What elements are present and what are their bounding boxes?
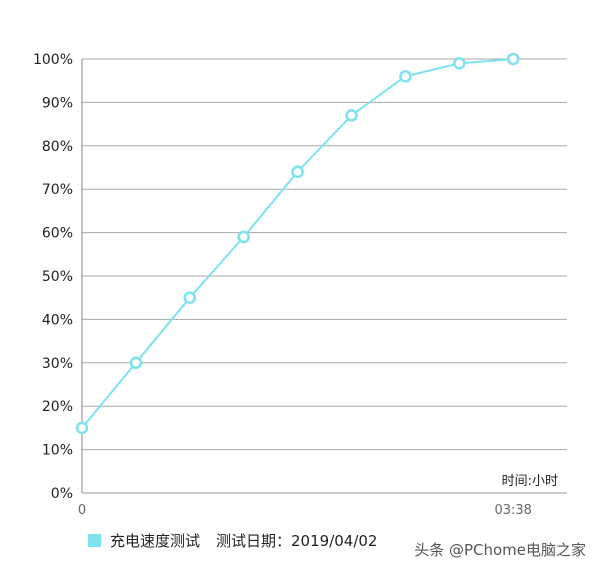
data-point bbox=[75, 421, 89, 435]
data-point bbox=[506, 52, 520, 66]
series-charging bbox=[75, 52, 520, 435]
legend-swatch bbox=[88, 534, 101, 547]
y-tick-label: 80% bbox=[42, 139, 73, 155]
x-axis: 0 03:38 时间:小时 bbox=[78, 59, 558, 518]
data-point bbox=[237, 230, 250, 244]
y-tick-label: 20% bbox=[42, 399, 73, 415]
data-point bbox=[345, 109, 358, 122]
y-tick-label: 50% bbox=[42, 269, 73, 285]
data-point bbox=[399, 70, 412, 83]
y-tick-label: 30% bbox=[42, 356, 73, 372]
y-tick-label: 90% bbox=[42, 95, 73, 111]
y-tick-label: 100% bbox=[33, 52, 73, 68]
x-tick-label: 0 bbox=[78, 503, 86, 518]
y-axis-ticks: 0% 10% 20% 30% 40% 50% 60% 70% 80% 90% 100% bbox=[33, 52, 73, 502]
legend: 充电速度测试 测试日期：2019/04/02 bbox=[88, 530, 377, 551]
y-tick-label: 40% bbox=[42, 312, 73, 328]
watermark: 头条 @PChome电脑之家 bbox=[414, 541, 586, 559]
y-tick-label: 60% bbox=[42, 226, 73, 242]
y-tick-label: 70% bbox=[42, 182, 73, 198]
series-line bbox=[81, 58, 514, 429]
grid-lines bbox=[82, 58, 567, 494]
y-tick-label: 0% bbox=[51, 486, 73, 502]
data-point bbox=[452, 57, 466, 70]
data-point bbox=[291, 165, 304, 179]
legend-series-label: 充电速度测试 bbox=[110, 532, 201, 550]
test-date-label: 测试日期：2019/04/02 bbox=[216, 532, 378, 550]
data-point bbox=[183, 291, 197, 305]
x-tick-label: 03:38 bbox=[494, 503, 531, 518]
data-point bbox=[129, 356, 143, 370]
x-unit-label: 时间:小时 bbox=[502, 474, 558, 489]
y-tick-label: 10% bbox=[42, 443, 73, 459]
